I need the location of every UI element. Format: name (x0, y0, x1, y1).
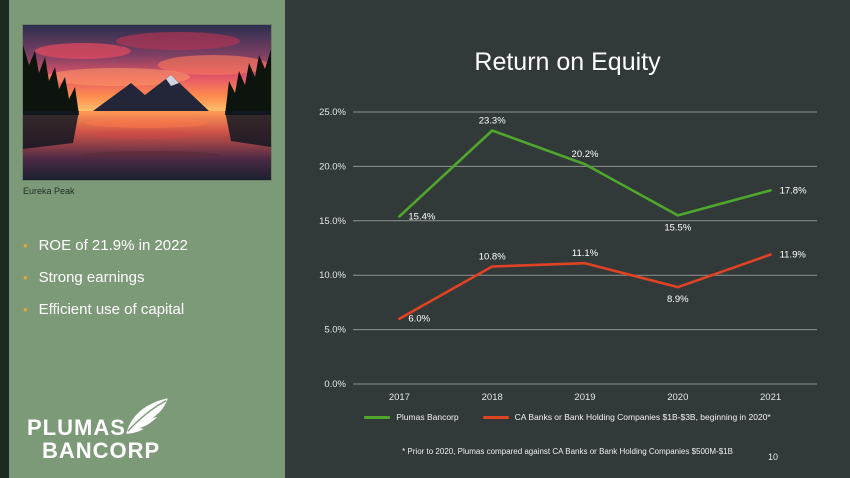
bullet-item: Strong earnings (23, 270, 267, 286)
logo-text-plumas: PLUMAS (27, 415, 126, 440)
sidebar: Eureka Peak ROE of 21.9% in 2022 Strong … (9, 0, 285, 478)
plumas-bancorp-logo: PLUMAS BANCORP (27, 398, 168, 463)
svg-text:15.4%: 15.4% (408, 211, 435, 222)
svg-text:8.9%: 8.9% (667, 294, 689, 305)
svg-text:15.5%: 15.5% (664, 222, 691, 233)
roe-line-chart: 0.0% 5.0% 10.0% 15.0% 20.0% 25.0% 2017 2018 2019… (319, 107, 817, 403)
svg-text:15.0%: 15.0% (319, 216, 346, 227)
svg-text:2018: 2018 (482, 392, 503, 403)
slide-title: Return on Equity (474, 48, 661, 76)
svg-text:2020: 2020 (667, 392, 688, 403)
svg-text:6.0%: 6.0% (408, 314, 430, 325)
bullet-item: Efficient use of capital (23, 302, 267, 318)
legend-swatch-green (364, 415, 391, 419)
chart-panel: Return on Equity 0.0% 5.0% 10.0% 15.0% 20.0%… (285, 0, 850, 478)
svg-text:17.8%: 17.8% (780, 185, 807, 196)
bullet-text: ROE of 21.9% in 2022 (38, 237, 188, 254)
legend-label: CA Banks or Bank Holding Companies $1B-$… (514, 412, 771, 422)
svg-text:11.1%: 11.1% (572, 248, 599, 259)
svg-text:20.0%: 20.0% (319, 161, 346, 172)
svg-text:2021: 2021 (760, 392, 781, 403)
legend-label: Plumas Bancorp (396, 412, 459, 422)
legend-item-plumas: Plumas Bancorp (364, 412, 459, 422)
legend-item-ca-banks: CA Banks or Bank Holding Companies $1B-$… (482, 412, 771, 422)
svg-text:11.9%: 11.9% (780, 250, 807, 261)
svg-text:5.0%: 5.0% (324, 325, 346, 336)
bullet-icon (23, 270, 28, 286)
svg-text:10.8%: 10.8% (479, 251, 506, 262)
bullet-icon (23, 238, 28, 254)
svg-text:2019: 2019 (574, 392, 595, 403)
svg-text:25.0%: 25.0% (319, 107, 346, 118)
bullet-list: ROE of 21.9% in 2022 Strong earnings Eff… (23, 238, 271, 318)
bullet-icon (23, 302, 28, 318)
svg-text:10.0%: 10.0% (319, 270, 346, 281)
feather-icon (126, 398, 168, 434)
photo-caption: Eureka Peak (23, 186, 75, 196)
bullet-item: ROE of 21.9% in 2022 (23, 238, 267, 254)
svg-text:0.0%: 0.0% (324, 379, 346, 390)
legend-swatch-red (482, 415, 509, 419)
svg-text:2017: 2017 (389, 392, 410, 403)
sunset-lake-illustration (23, 25, 271, 180)
eureka-peak-photo (23, 25, 271, 180)
page-number: 10 (767, 452, 778, 462)
bullet-text: Efficient use of capital (38, 301, 185, 318)
bullet-text: Strong earnings (38, 269, 145, 286)
left-edge-strip (0, 0, 9, 478)
chart-legend: Plumas Bancorp CA Banks or Bank Holding … (285, 412, 850, 422)
svg-text:23.3%: 23.3% (479, 115, 506, 126)
footnote: * Prior to 2020, Plumas compared against… (402, 447, 733, 456)
logo-text-bancorp: BANCORP (42, 438, 161, 463)
svg-text:20.2%: 20.2% (572, 149, 599, 160)
